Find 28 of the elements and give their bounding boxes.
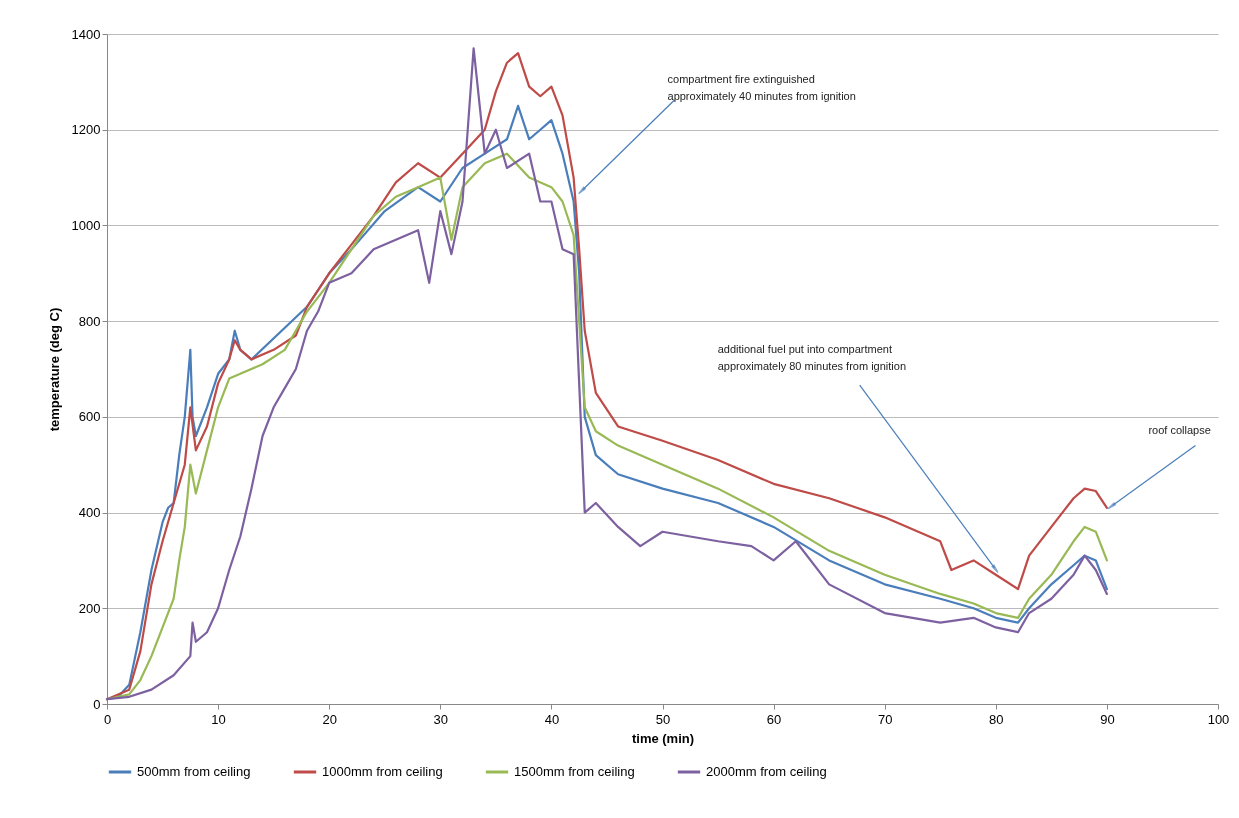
legend-label: 2000mm from ceiling — [706, 764, 827, 779]
x-tick-label: 0 — [103, 711, 112, 727]
x-tick-label: 90 — [1100, 711, 1115, 727]
x-tick-label: 20 — [322, 711, 337, 727]
y-tick-label: 600 — [78, 409, 101, 425]
y-tick-label: 1400 — [71, 26, 101, 42]
x-axis-title: time (min) — [631, 730, 695, 746]
x-tick-label: 100 — [1207, 711, 1230, 727]
y-tick-label: 1000 — [71, 217, 101, 233]
annotation: roof collapse — [1148, 424, 1211, 437]
x-tick-label: 40 — [544, 711, 560, 727]
y-tick-label: 200 — [78, 600, 101, 616]
x-tick-label: 80 — [989, 711, 1004, 727]
x-tick-label: 50 — [655, 711, 671, 727]
legend-label: 500mm from ceiling — [137, 764, 251, 779]
y-tick-label: 400 — [78, 505, 101, 521]
y-axis-title: temperature (deg C) — [46, 307, 62, 432]
annotation: additional fuel put into compartment approximately 80 minutes from ignition — [717, 343, 906, 373]
y-tick-label: 0 — [93, 696, 101, 712]
annotation: compartment fire extinguished approximately 40 minutes from ignition — [667, 73, 856, 103]
legend-label: 1500mm from ceiling — [514, 764, 635, 779]
y-tick-label: 1200 — [71, 122, 101, 138]
legend-label: 1000mm from ceiling — [322, 764, 443, 779]
x-tick-label: 30 — [433, 711, 449, 727]
y-tick-label: 800 — [78, 313, 101, 329]
x-tick-label: 70 — [877, 711, 893, 727]
x-tick-label: 10 — [211, 711, 226, 727]
x-tick-label: 60 — [766, 711, 782, 727]
